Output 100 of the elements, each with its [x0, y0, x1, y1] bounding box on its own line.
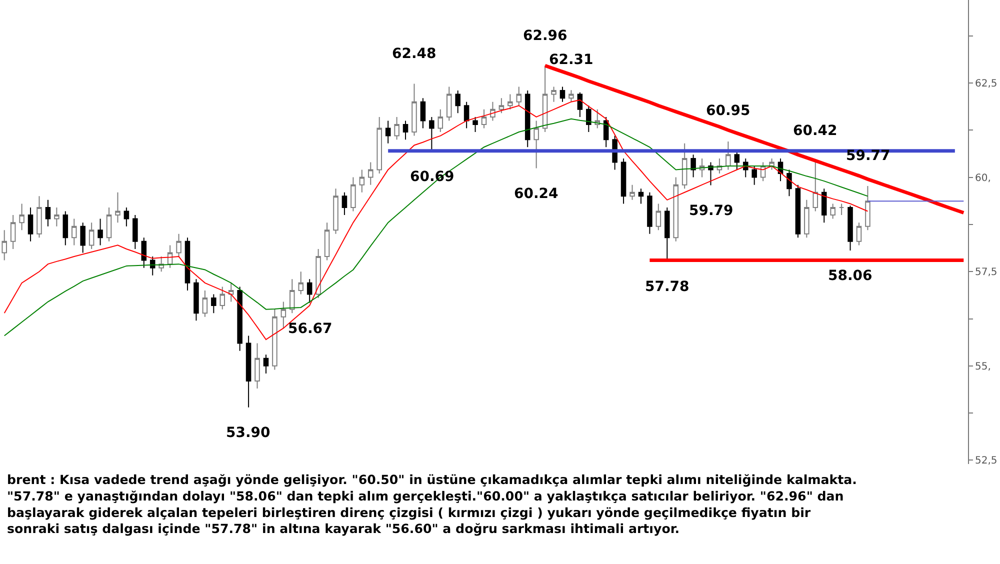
candlestick [472, 116, 478, 133]
candlestick [54, 206, 60, 227]
candlestick [586, 105, 592, 133]
candlestick [202, 290, 208, 318]
annotation: 62.96 [523, 28, 568, 44]
candlestick [376, 116, 382, 174]
annotation: 62.48 [392, 46, 436, 62]
candlestick [446, 86, 452, 122]
y-tick-label: 55, [975, 361, 991, 372]
candlestick [542, 65, 548, 133]
candlestick [402, 120, 408, 140]
candlestick [524, 90, 530, 148]
candlestick [19, 203, 24, 231]
candlestick [71, 218, 77, 246]
candlestick [481, 108, 487, 129]
candlestick [438, 108, 444, 133]
candlestick [647, 192, 652, 234]
candlestick [682, 142, 688, 190]
candlestick [184, 237, 190, 291]
candlestick [786, 169, 792, 197]
candlestick [98, 218, 103, 246]
candlestick [769, 158, 774, 170]
candlestick [726, 140, 731, 170]
candlestick [115, 192, 120, 224]
candlestick [316, 248, 321, 299]
annotation: 60.95 [706, 103, 750, 119]
y-tick-label: 57,5 [975, 267, 998, 278]
candlestick [656, 203, 662, 231]
candlestick [464, 101, 470, 129]
candlestick [673, 176, 678, 242]
candlestick [385, 120, 391, 144]
candlestick [490, 101, 496, 122]
candlestick [865, 185, 870, 231]
candlestick [28, 206, 34, 242]
candlestick [254, 342, 260, 390]
candlestick [306, 278, 312, 304]
candlestick [795, 184, 801, 238]
candlestick [394, 116, 400, 140]
candlestick [848, 205, 853, 251]
candlestick [551, 86, 556, 102]
candlestick [324, 222, 330, 261]
candlestick [620, 158, 626, 204]
candlestick [176, 233, 182, 258]
candlestick [10, 214, 16, 250]
candlestick [263, 354, 269, 374]
candlestick [333, 188, 338, 234]
candlestick [124, 206, 130, 227]
annotation: 59.79 [689, 203, 734, 219]
candlestick [132, 214, 138, 250]
candlestick [498, 98, 504, 114]
annotation: 59.77 [846, 148, 890, 164]
y-tick-label: 52,5 [975, 456, 998, 467]
candlestick [821, 188, 827, 224]
candlestick [838, 203, 844, 216]
y-tick-label: 60, [975, 172, 991, 184]
annotation: 57.78 [645, 279, 690, 295]
candlestick [80, 222, 86, 254]
candlestick [88, 222, 94, 250]
candlestick [516, 86, 522, 106]
annotation: 60.42 [793, 123, 838, 139]
candlestick [150, 256, 156, 276]
candlestick [630, 184, 635, 200]
candlestick [342, 192, 348, 216]
candlestick [211, 294, 216, 314]
candlestick [560, 86, 566, 102]
annotation: 62.31 [549, 52, 594, 68]
annotation: 60.24 [514, 186, 559, 202]
candlestick [220, 286, 226, 310]
candlestick [752, 165, 757, 186]
y-tick-label: 62,5 [975, 78, 998, 90]
candlestick [228, 282, 234, 302]
candlestick [359, 169, 365, 193]
candlestick [856, 222, 862, 246]
candlestick [412, 83, 417, 136]
candlestick [106, 206, 112, 242]
candlestick [194, 278, 199, 322]
candlestick [812, 160, 818, 212]
text: brent : Kısa vadede trend aşağı yönde gelişiyor. "60.50" in üstüne çıkamadıkça alımlar tepki alımı niteliğinde kalmakta. "57.78" e yanaştığından dolayı "58.06" dan tepki alım gerçekleşti."60.00" a yaklaştıkça satıcılar beliriyor. "62.96" dan başlayarak giderek alçalan tepeleri birleştiren direnç çizgisi ( kırmızı çizgi ) yukarı yönde geçilmedikçe fiyatın bir sonraki satış dalgası içinde "57.78" in altına kayarak "56.60" a doğru sarkması ihtimali artıyor. [7, 472, 857, 536]
candlestick [638, 188, 644, 204]
candlestick [508, 94, 513, 110]
candlestick [368, 162, 374, 186]
candlestick [298, 271, 304, 295]
annotation: 53.90 [226, 425, 271, 441]
candlestick [804, 199, 810, 238]
candlestick [429, 116, 434, 152]
candlestick [577, 92, 583, 118]
candlestick [246, 335, 252, 408]
candlestick [690, 154, 696, 178]
candlestick [280, 301, 286, 329]
candlestick [272, 308, 278, 370]
candlestick [36, 196, 42, 238]
candlestick [45, 199, 51, 227]
candlestick [350, 176, 356, 212]
candlestick [237, 286, 242, 352]
candlestick [734, 150, 740, 170]
candlestick [290, 278, 295, 314]
candlestick [455, 90, 460, 114]
annotation: 56.67 [288, 321, 332, 337]
annotation: 58.06 [828, 268, 872, 284]
candlestick [420, 98, 426, 129]
